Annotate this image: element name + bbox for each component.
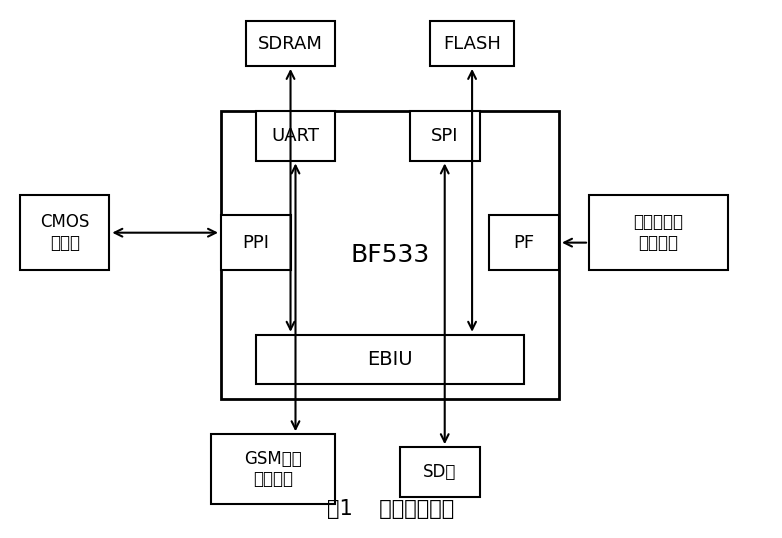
Text: SDRAM: SDRAM — [258, 34, 323, 53]
Bar — [246, 22, 335, 66]
Text: FLASH: FLASH — [443, 34, 501, 53]
Text: PPI: PPI — [242, 233, 269, 252]
Bar — [256, 111, 335, 160]
Bar — [410, 111, 479, 160]
Text: SD卡: SD卡 — [423, 463, 457, 481]
Text: CMOS
摄像头: CMOS 摄像头 — [40, 213, 89, 252]
Bar — [589, 195, 728, 270]
Text: EBIU: EBIU — [368, 350, 413, 369]
Bar — [430, 22, 515, 66]
Bar — [256, 335, 524, 385]
Text: SPI: SPI — [431, 126, 458, 145]
Text: BF533: BF533 — [350, 243, 429, 267]
Bar — [221, 111, 559, 399]
Bar — [20, 195, 109, 270]
Text: GSM短信
报警模块: GSM短信 报警模块 — [244, 450, 302, 489]
Text: PF: PF — [514, 233, 535, 252]
Text: UART: UART — [271, 126, 320, 145]
Bar — [490, 215, 559, 270]
Bar — [221, 215, 291, 270]
Text: 热释电红外
检测模块: 热释电红外 检测模块 — [633, 213, 683, 252]
Text: 图1    系统结构框图: 图1 系统结构框图 — [328, 499, 454, 519]
Bar — [400, 447, 479, 497]
Bar — [211, 434, 335, 504]
